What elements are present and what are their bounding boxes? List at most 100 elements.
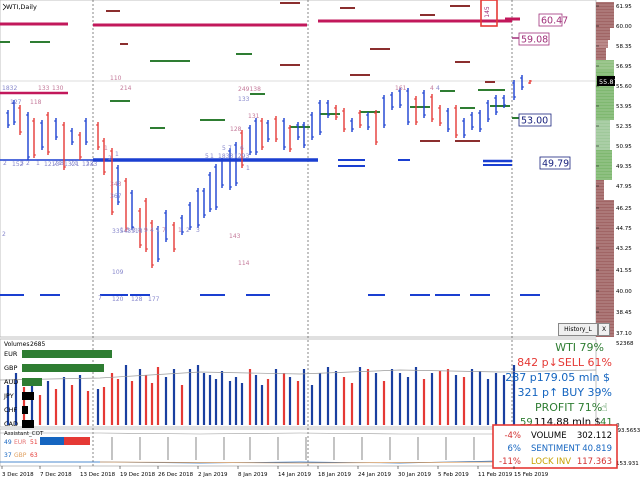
candles [6, 75, 532, 268]
histogram-bar [596, 180, 604, 200]
annotation-label: 127 [10, 99, 22, 106]
histogram-bar [596, 120, 610, 150]
annotation-label: 1 [210, 153, 214, 160]
annotation-label: 2 [26, 160, 30, 167]
annotation-label: 177 [148, 296, 160, 303]
highlight-box-label: 145 [484, 6, 491, 18]
annotation-label: 4 [430, 85, 434, 92]
annotation-label: 1832 [2, 85, 17, 92]
annotation-label: 7 [162, 227, 166, 234]
price-tick-label: 55.60 [616, 84, 632, 90]
annotation-label: 9 [144, 227, 148, 234]
price-tick-label: 44.75 [616, 226, 632, 232]
currency-bar [22, 392, 34, 400]
date-tick-label: 19 Dec 2018 [120, 472, 156, 478]
currency-label: JPY [3, 392, 14, 400]
history-close-button[interactable]: X [598, 323, 610, 336]
cot-axis-label: -153.931 [614, 461, 639, 467]
annotation-label: 1833 [218, 153, 233, 160]
annotation-label: 6 [240, 145, 244, 152]
annotation-label: 1 [36, 160, 40, 167]
annotation-label: 130 [52, 85, 64, 92]
annotation-label: 8 [60, 160, 64, 167]
annotation-label: 7 [70, 160, 74, 167]
date-tick-label: 30 Jan 2019 [398, 472, 431, 478]
price-histogram [596, 1, 614, 337]
currency-label: EUR [4, 350, 18, 358]
collapse-icon[interactable] [2, 3, 7, 11]
cot-legend-num: 51 [30, 439, 38, 446]
history-button[interactable]: History_L [558, 323, 598, 336]
currency-label: GBP [4, 364, 17, 372]
annotation-label: 2 [3, 160, 7, 167]
stats-box [492, 424, 618, 469]
sell-info: 842 p↓SELL 61% [517, 356, 612, 369]
price-tick-label: 40.00 [616, 289, 632, 295]
hand-icon[interactable]: ☝ [601, 401, 608, 414]
annotation-label: 1 [246, 165, 250, 172]
currency-bar [22, 378, 42, 386]
annotation-label: 1 [120, 227, 124, 234]
date-tick-label: 24 Jan 2019 [358, 472, 391, 478]
wti-percent: WTI 79% [555, 341, 604, 354]
price-tick-label: 37.10 [616, 331, 632, 337]
annotation-label: 3 [196, 227, 200, 234]
annotation-label: 1 [156, 227, 160, 234]
volumes-title: Volumes [4, 341, 29, 348]
level-label: 60.47 [541, 16, 568, 27]
cot-legend: 49 EUR 51 37 GBP 63 [4, 437, 90, 459]
current-price-badge [597, 76, 615, 86]
cot-line [99, 461, 501, 464]
date-tick-label: 14 Jan 2019 [278, 472, 311, 478]
currency-bar [22, 364, 104, 372]
annotation-label: 4 [150, 227, 154, 234]
volumes-title-value: 2685 [30, 341, 45, 348]
annotation-label: 118 [30, 99, 42, 106]
mln-info-2-suffix: 41 [600, 417, 613, 428]
date-tick-label: 3 Dec 2018 [2, 472, 34, 478]
stat-percent: -4% [504, 431, 521, 441]
main-panel [0, 0, 597, 338]
annotation-label: 2 [186, 227, 190, 234]
annotation-label: 131 [248, 113, 260, 120]
volume-axis: 52368 0 [616, 341, 634, 429]
cot-legend-name: EUR [14, 439, 26, 446]
annotation-label: 1321 [64, 161, 79, 168]
stat-percent: 6% [508, 444, 522, 454]
profit-info: PROFIT 71% [535, 401, 602, 414]
currency-label: CAD [4, 420, 18, 428]
price-tick-label: 46.25 [616, 206, 632, 212]
level-segments [0, 2, 540, 296]
annotation-label: 109 [112, 269, 124, 276]
level-label-box [539, 156, 571, 170]
annotation-label: 1 [74, 160, 78, 167]
annotation-label: 2 [2, 231, 6, 238]
cot-legend-num: 49 [4, 439, 12, 446]
currency-bar [22, 420, 34, 428]
annotation-label: 343 [110, 181, 122, 188]
volume-axis-label: 52368 [616, 341, 634, 347]
cot-axis-label: 193.5653 [614, 428, 640, 434]
annotation-label: 5 [205, 153, 209, 160]
date-tick-label: 15 Feb 2019 [514, 472, 549, 478]
currency-bars: EUR GBP AUD JPY CHF CAD [3, 350, 112, 428]
date-tick-label: 5 Feb 2019 [438, 472, 469, 478]
price-tick-label: 50.95 [616, 144, 632, 150]
cot-legend-num: 37 [4, 452, 12, 459]
annotation-label: 8 [138, 227, 142, 234]
price-axis: 61.95 60.00 58.35 56.95 55.60 53.95 52.35 50.95… [596, 4, 632, 337]
cot-bar-blue [40, 437, 64, 445]
annotation-label: 143 [229, 233, 241, 240]
annotation-label: 21 [54, 160, 62, 167]
annotation-label: 1213 [44, 161, 59, 168]
price-tick-label: 47.95 [616, 184, 632, 190]
main-title: WTI,Daily [6, 3, 37, 11]
cot-bar-red [64, 437, 90, 445]
annotation-label: 3 [126, 227, 130, 234]
price-tick-label: 61.95 [616, 4, 632, 10]
highlight-box[interactable] [480, 0, 498, 27]
price-tick-label: 60.00 [616, 24, 632, 30]
level-label: 59.08 [521, 35, 548, 46]
annotation-label: 4 [436, 85, 440, 92]
